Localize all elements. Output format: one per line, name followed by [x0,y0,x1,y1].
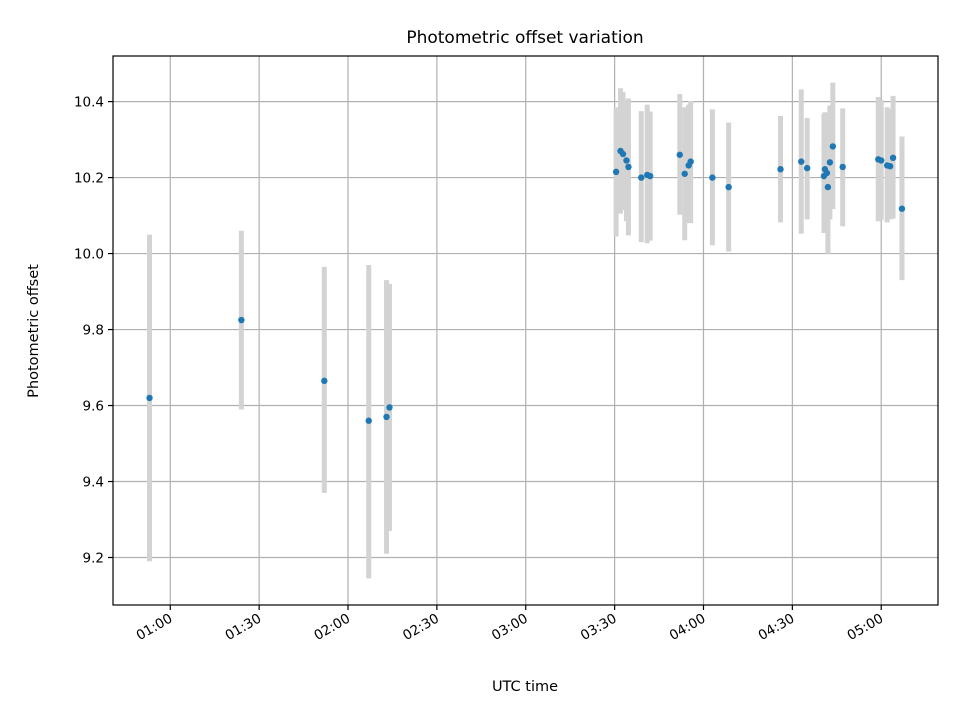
x-axis-title: UTC time [492,679,558,695]
y-tick-label: 9.2 [83,551,104,567]
data-point [646,172,654,180]
data-point [681,170,688,177]
y-tick-label: 9.8 [83,323,104,339]
data-point [709,174,716,181]
data-point [687,158,694,165]
data-point [777,166,784,173]
data-point [839,163,846,171]
data-point [625,163,632,171]
data-point [725,183,732,191]
data-point [612,168,620,176]
data-point [365,417,372,424]
data-point [886,162,894,170]
data-point [898,205,906,212]
data-point [383,413,390,421]
chart-title: Photometric offset variation [406,28,643,48]
data-point [826,159,834,166]
data-point [386,404,393,411]
y-axis: 9.2 9.4 9.6 9.8 10.0 10.2 10.4 [74,95,113,567]
data-point [146,394,153,402]
data-point [824,183,832,191]
y-tick-label: 10.2 [74,171,104,187]
data-point [321,377,328,385]
y-axis-title: Photometric offset [26,264,42,398]
data-point [619,150,627,158]
grid [113,56,938,605]
data-point [638,174,645,181]
data-point [676,151,683,158]
data-point [823,169,831,177]
data-point [803,164,811,172]
y-tick-label: 9.6 [83,399,104,415]
data-point [623,157,630,164]
data-point [829,143,837,150]
y-tick-label: 9.4 [83,475,104,491]
data-point [889,154,897,162]
y-tick-label: 10.4 [74,95,104,111]
data-point [878,157,885,164]
data-point [238,316,245,324]
data-point [798,158,805,165]
data-points [146,143,906,424]
y-tick-label: 10.0 [74,247,104,263]
